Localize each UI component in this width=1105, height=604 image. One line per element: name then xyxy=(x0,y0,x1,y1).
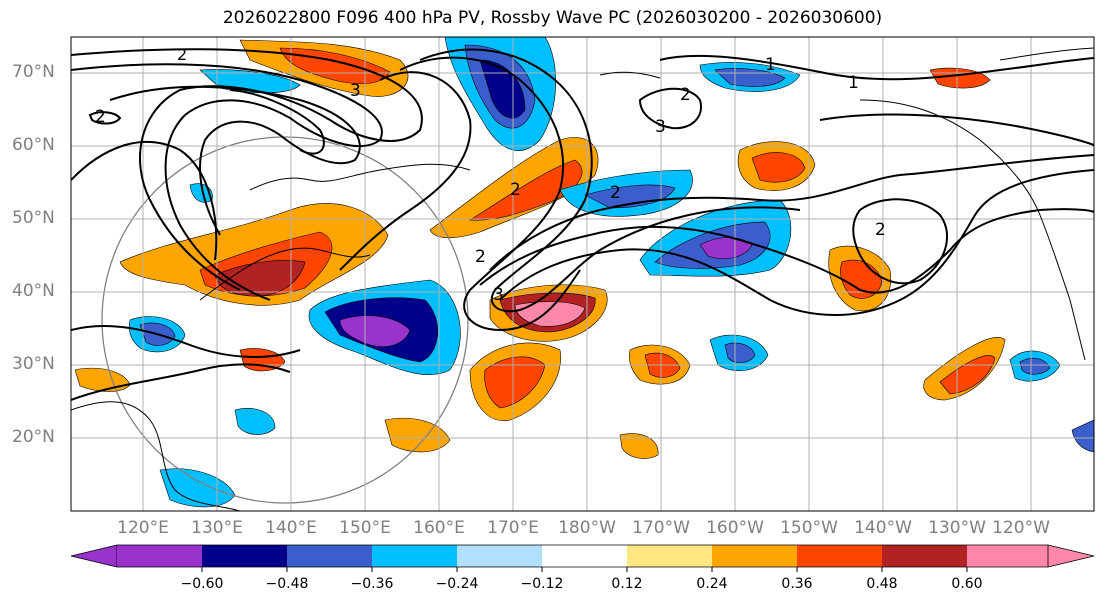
lat-label-20n: 20°N xyxy=(12,427,55,447)
lon-label: 140°W xyxy=(854,518,912,538)
colorbar-swatch xyxy=(967,545,1048,567)
colorbar-swatch xyxy=(542,545,627,567)
lat-label-40n: 40°N xyxy=(12,281,55,301)
colorbar-tick-label: −0.48 xyxy=(265,576,309,592)
lat-label-50n: 50°N xyxy=(12,208,55,228)
lon-label: 170°E xyxy=(487,518,539,538)
colorbar-tick-label: 0.24 xyxy=(696,576,728,592)
contour-labels: 2 2 3 1 1 2 3 2 2 2 3 2 xyxy=(95,45,886,305)
contour-label: 3 xyxy=(655,117,666,137)
contour-label: 3 xyxy=(493,285,504,305)
map-frame xyxy=(70,36,1095,512)
colorbar-tick-label: −0.36 xyxy=(350,576,394,592)
colorbar-swatch xyxy=(627,545,712,567)
lon-label: 170°W xyxy=(632,518,690,538)
colorbar-swatch xyxy=(117,545,202,567)
lon-label: 180°W xyxy=(558,518,616,538)
colorbar-tick-label: 0.48 xyxy=(866,576,898,592)
colorbar-swatch xyxy=(202,545,287,567)
colorbar-swatch xyxy=(882,545,967,567)
coastlines xyxy=(71,47,1094,511)
pv-contours xyxy=(71,48,1094,401)
colorbar-tick-label: 0.60 xyxy=(951,576,983,592)
lon-label: 140°E xyxy=(265,518,317,538)
colorbar-swatch xyxy=(372,545,457,567)
colorbar-tick-label: 0.36 xyxy=(781,576,813,592)
lat-label-60n: 60°N xyxy=(12,135,55,155)
map-title: 2026022800 F096 400 hPa PV, Rossby Wave … xyxy=(222,8,883,28)
colorbar-tick-label: 0.12 xyxy=(611,576,643,592)
lon-label: 120°W xyxy=(992,518,1050,538)
lon-label: 160°E xyxy=(413,518,465,538)
map-area xyxy=(71,37,1094,511)
lon-label: 130°E xyxy=(191,518,243,538)
colorbar-swatch xyxy=(457,545,542,567)
lon-label: 150°E xyxy=(339,518,391,538)
projection-circle xyxy=(101,136,469,504)
lon-label: 120°E xyxy=(117,518,169,538)
contour-label: 2 xyxy=(177,45,187,64)
lat-label-70n: 70°N xyxy=(12,62,55,82)
contour-label: 2 xyxy=(510,180,521,200)
colorbar-extend-min xyxy=(70,544,118,568)
contour-label: 2 xyxy=(95,107,106,127)
colorbar-tick-label: −0.60 xyxy=(180,576,224,592)
colorbar-tick-label: −0.24 xyxy=(435,576,479,592)
contour-label: 2 xyxy=(610,183,621,203)
colorbar-extend-max xyxy=(1047,544,1095,568)
lon-label: 160°W xyxy=(706,518,764,538)
lat-label-30n: 30°N xyxy=(12,354,55,374)
colorbar xyxy=(70,544,1095,572)
contour-label: 3 xyxy=(350,81,361,101)
contour-label: 2 xyxy=(875,220,886,240)
colorbar-swatch xyxy=(797,545,882,567)
contour-label: 1 xyxy=(765,55,776,75)
lon-label: 150°W xyxy=(780,518,838,538)
contour-label: 1 xyxy=(848,73,859,93)
lon-label: 130°W xyxy=(928,518,986,538)
contour-label: 2 xyxy=(475,247,486,267)
contour-label: 2 xyxy=(680,85,691,105)
colorbar-swatch xyxy=(712,545,797,567)
colorbar-swatch xyxy=(287,545,372,567)
colorbar-tick-label: −0.12 xyxy=(520,576,564,592)
